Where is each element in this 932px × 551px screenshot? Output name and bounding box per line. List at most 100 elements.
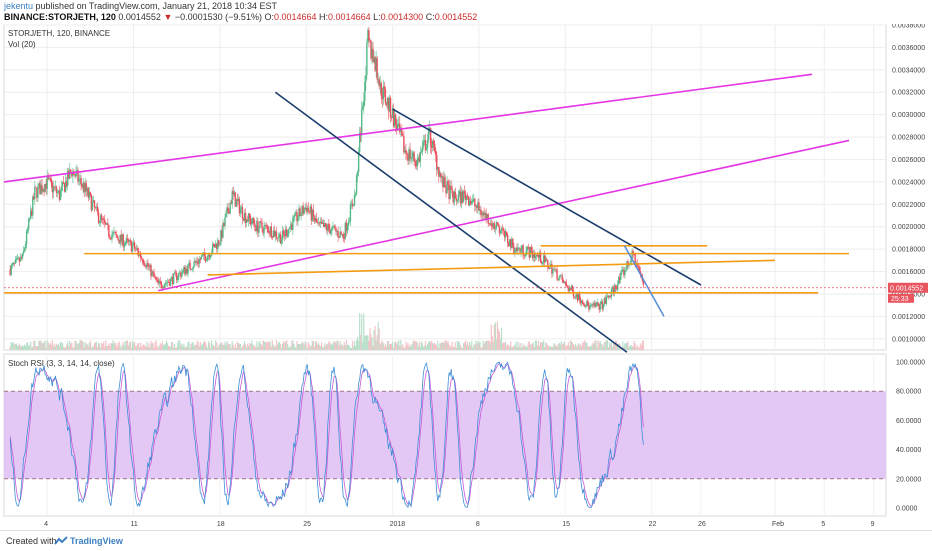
candle-body <box>263 225 265 234</box>
candle-body <box>276 237 279 239</box>
volume-bar <box>254 345 256 350</box>
volume-bar <box>231 341 233 350</box>
volume-bar <box>560 341 562 350</box>
volume-bar <box>28 345 30 350</box>
volume-bar <box>23 344 26 350</box>
time-axis[interactable]: 4 11 18 25 2018 8 15 22 26 Feb 5 9 <box>44 521 874 528</box>
volume-bar <box>56 345 59 350</box>
candle-body <box>464 193 467 200</box>
candle-body <box>58 190 61 200</box>
volume-bar <box>270 346 272 350</box>
volume-bar <box>300 343 302 350</box>
candle-body <box>416 159 418 167</box>
candle-body <box>425 148 428 151</box>
candle-body <box>461 191 464 203</box>
candle-body <box>376 58 378 80</box>
candle-body <box>475 205 477 207</box>
candle-body <box>267 227 269 233</box>
candle-body <box>567 287 570 291</box>
volume-bar <box>374 326 376 350</box>
candle-body <box>75 171 77 177</box>
candle-body <box>569 288 572 290</box>
volume-bar <box>622 341 624 350</box>
candle-body <box>544 255 546 263</box>
candle-body <box>575 294 578 297</box>
time-tick-label: 11 <box>131 521 138 528</box>
candle-body <box>403 136 405 153</box>
candle-body <box>302 205 304 214</box>
volume-bar <box>611 347 614 350</box>
candle-body <box>275 231 278 238</box>
volume-bar <box>329 341 331 350</box>
candle-body <box>134 248 137 250</box>
candle-body <box>60 186 63 191</box>
chart-canvas[interactable]: 0.0038000 0.0036000 0.0034000 0.0032000 0.00… <box>0 24 932 530</box>
volume-bar <box>585 341 587 350</box>
volume-bar <box>130 347 133 350</box>
volume-bar <box>76 343 78 350</box>
rsi-axis[interactable]: 100.0000 80.0000 60.0000 40.0000 20.0000 0.00… <box>896 360 925 513</box>
candle-body <box>194 261 196 263</box>
candle-body <box>214 245 216 248</box>
candle-body <box>454 191 456 199</box>
volume-bar <box>448 344 450 350</box>
candle-body <box>248 213 251 219</box>
volume-bar <box>235 347 237 350</box>
volume-bar <box>516 347 518 350</box>
volume-bar <box>161 341 163 350</box>
candle-body <box>119 234 121 244</box>
low-value: 0.0014300 <box>380 12 424 22</box>
candle-body <box>495 222 498 229</box>
candle-body <box>86 188 88 192</box>
candle-body <box>46 175 48 189</box>
candle-body <box>605 297 608 304</box>
volume-bar <box>409 344 411 350</box>
candle-body <box>226 207 228 213</box>
volume-bar <box>415 341 417 350</box>
candle-body <box>457 194 460 201</box>
candle-body <box>418 157 421 162</box>
candle-body <box>95 206 98 208</box>
tradingview-brand[interactable]: TradingView <box>70 536 123 546</box>
volume-bar <box>207 341 210 350</box>
candle-body <box>173 272 176 274</box>
author-link[interactable]: jekentu <box>4 1 34 11</box>
volume-bar <box>354 345 357 350</box>
candle-body <box>637 266 639 268</box>
volume-bar <box>77 344 79 350</box>
candle-body <box>422 141 425 147</box>
volume-bar <box>369 328 371 350</box>
candle-body <box>24 243 27 249</box>
volume-bar <box>230 347 232 350</box>
volume-bar <box>394 342 396 350</box>
candle-body <box>598 305 600 310</box>
volume-bar <box>163 345 165 350</box>
candle-body <box>144 264 146 266</box>
candle-body <box>341 233 343 235</box>
candle-body <box>346 225 349 232</box>
volume-bar <box>277 342 280 350</box>
candle-body <box>284 229 287 237</box>
volume-bar <box>427 342 430 350</box>
volume-bar <box>433 343 435 350</box>
volume-bar <box>629 345 631 350</box>
volume-bar <box>32 346 34 350</box>
volume-bar <box>553 342 555 350</box>
candle-body <box>280 239 283 244</box>
volume-bar <box>48 344 50 350</box>
volume-bar <box>451 341 453 350</box>
candle-body <box>408 149 410 161</box>
candle-body <box>568 288 571 291</box>
volume-bar <box>534 340 537 350</box>
candle-body <box>626 261 628 271</box>
trendlines[interactable] <box>3 73 886 353</box>
volume-bar <box>134 346 137 350</box>
candle-body <box>201 255 204 257</box>
volume-bar <box>450 345 452 350</box>
volume-bar <box>486 340 488 350</box>
volume-bar <box>285 341 287 350</box>
volume-bar <box>470 345 472 350</box>
volume-bar <box>126 340 128 350</box>
volume-bar <box>272 344 274 350</box>
candle-body <box>362 106 364 110</box>
